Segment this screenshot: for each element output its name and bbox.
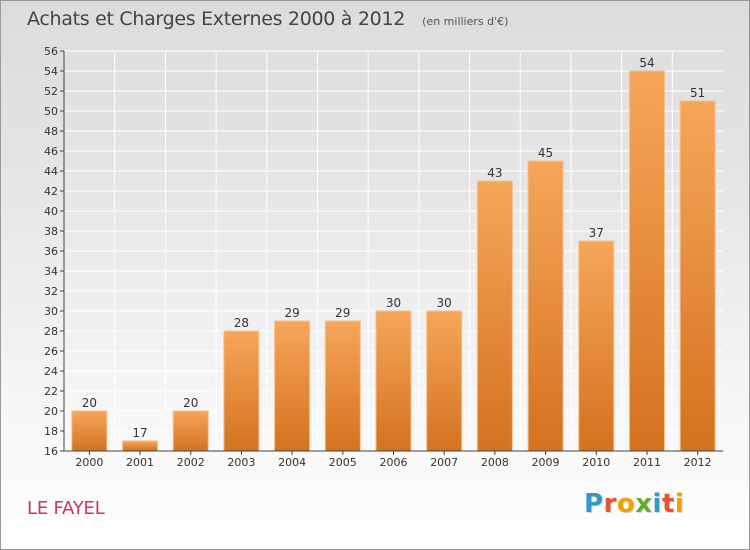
y-tick-label: 40: [44, 205, 58, 218]
title-line: Achats et Charges Externes 2000 à 2012 (…: [27, 8, 508, 30]
data-label-2003: 28: [234, 316, 249, 330]
x-tick-label: 2002: [177, 456, 205, 469]
x-tick-label: 2006: [380, 456, 408, 469]
data-label-2009: 45: [538, 146, 553, 160]
logo-letter: o: [616, 489, 636, 519]
bar-2008: [476, 180, 513, 452]
data-label-2007: 30: [437, 296, 452, 310]
bar-2005: [324, 320, 361, 452]
x-tick-label: 2004: [278, 456, 306, 469]
data-label-2010: 37: [589, 226, 604, 240]
x-tick-label: 2007: [430, 456, 458, 469]
y-tick-label: 52: [44, 85, 58, 98]
data-label-2008: 43: [487, 166, 502, 180]
bar-2011: [628, 70, 665, 452]
bar-2001: [122, 440, 159, 452]
bar-2012: [679, 100, 716, 452]
y-tick-label: 26: [44, 345, 58, 358]
bar-2010: [578, 240, 615, 452]
y-tick-label: 42: [44, 185, 58, 198]
y-tick-label: 56: [44, 45, 58, 58]
logo-letter: i: [652, 489, 662, 519]
y-tick-label: 46: [44, 145, 58, 158]
data-label-2002: 20: [183, 396, 198, 410]
logo-letter: t: [661, 489, 675, 519]
bar-2007: [426, 310, 463, 452]
logo-letter: r: [603, 489, 617, 519]
data-labels: 20 17 20 28 29 29 30 30 43 45 37 54 51: [82, 56, 706, 440]
x-tick-label: 2003: [227, 456, 255, 469]
data-label-2004: 29: [284, 306, 299, 320]
data-label-2000: 20: [82, 396, 97, 410]
x-tick-label: 2009: [532, 456, 560, 469]
y-tick-label: 28: [44, 325, 58, 338]
y-tick-label: 38: [44, 225, 58, 238]
logo-letter: x: [635, 489, 653, 519]
axes: 16 18 20 22 24 26 28 30 32 34 36 38 40 42 44 46 48 50 52 54…: [44, 45, 723, 469]
logo-letter: P: [584, 489, 604, 519]
data-label-2001: 17: [132, 426, 147, 440]
y-tick-label: 16: [44, 445, 58, 458]
y-tick-label: 30: [44, 305, 58, 318]
bar-2003: [223, 330, 260, 452]
y-tick-label: 22: [44, 385, 58, 398]
x-tick-label: 2001: [126, 456, 154, 469]
y-tick-label: 34: [44, 265, 58, 278]
y-tick-label: 20: [44, 405, 58, 418]
bar-2009: [527, 160, 564, 452]
x-tick-label: 2008: [481, 456, 509, 469]
y-tick-label: 50: [44, 105, 58, 118]
bar-2004: [274, 320, 311, 452]
chart-title: Achats et Charges Externes 2000 à 2012: [27, 8, 406, 30]
y-tick-label: 32: [44, 285, 58, 298]
x-tick-label: 2010: [582, 456, 610, 469]
y-tick-label: 36: [44, 245, 58, 258]
data-label-2005: 29: [335, 306, 350, 320]
commune-name: LE FAYEL: [27, 498, 105, 519]
chart-subtitle: (en milliers d'€): [422, 15, 509, 28]
logo-letter: i: [674, 489, 685, 519]
y-tick-label: 48: [44, 125, 58, 138]
bar-2006: [375, 310, 412, 452]
x-tick-label: 2000: [75, 456, 103, 469]
y-tick-label: 18: [44, 425, 58, 438]
proxiti-logo: Proxiti: [584, 489, 684, 519]
y-tick-label: 24: [44, 365, 58, 378]
data-label-2006: 30: [386, 296, 401, 310]
y-tick-label: 54: [44, 65, 58, 78]
x-tick-label: 2011: [633, 456, 661, 469]
x-tick-label: 2012: [684, 456, 712, 469]
data-label-2011: 54: [639, 56, 654, 70]
bar-2002: [172, 410, 209, 452]
bars: [71, 70, 716, 452]
bar-2000: [71, 410, 108, 452]
x-tick-label: 2005: [329, 456, 357, 469]
y-tick-label: 44: [44, 165, 58, 178]
data-label-2012: 51: [690, 86, 705, 100]
